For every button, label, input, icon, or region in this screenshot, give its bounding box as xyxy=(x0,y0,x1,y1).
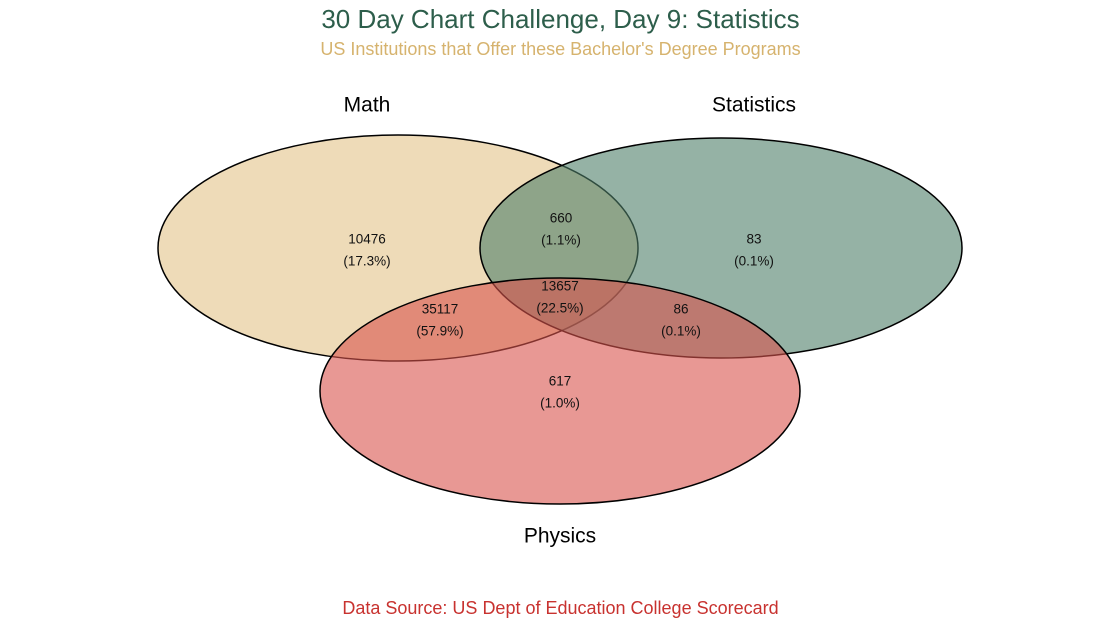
set-label-math: Math xyxy=(344,94,391,117)
set-label-statistics: Statistics xyxy=(712,94,796,117)
region-percent-math-physics: (57.9%) xyxy=(416,324,463,339)
region-count-math-physics-statistics: 13657 xyxy=(541,279,579,294)
region-percent-statistics: (0.1%) xyxy=(734,254,774,269)
set-label-physics: Physics xyxy=(524,525,596,548)
chart-subtitle: US Institutions that Offer these Bachelo… xyxy=(320,39,801,59)
region-percent-math-physics-statistics: (22.5%) xyxy=(536,301,583,316)
set-ellipse-physics xyxy=(319,277,801,505)
region-count-physics-statistics: 86 xyxy=(673,302,688,317)
region-count-math-physics: 35117 xyxy=(422,302,459,317)
region-percent-physics: (1.0%) xyxy=(540,396,580,411)
region-count-math-statistics: 660 xyxy=(550,211,573,226)
region-count-math: 10476 xyxy=(348,232,386,247)
data-source-caption: Data Source: US Dept of Education Colleg… xyxy=(342,598,779,618)
region-percent-math-statistics: (1.1%) xyxy=(541,233,581,248)
region-percent-physics-statistics: (0.1%) xyxy=(661,324,701,339)
chart-title: 30 Day Chart Challenge, Day 9: Statistic… xyxy=(321,4,800,34)
region-percent-math: (17.3%) xyxy=(343,254,390,269)
region-count-physics: 617 xyxy=(549,374,572,389)
region-count-statistics: 83 xyxy=(746,232,761,247)
